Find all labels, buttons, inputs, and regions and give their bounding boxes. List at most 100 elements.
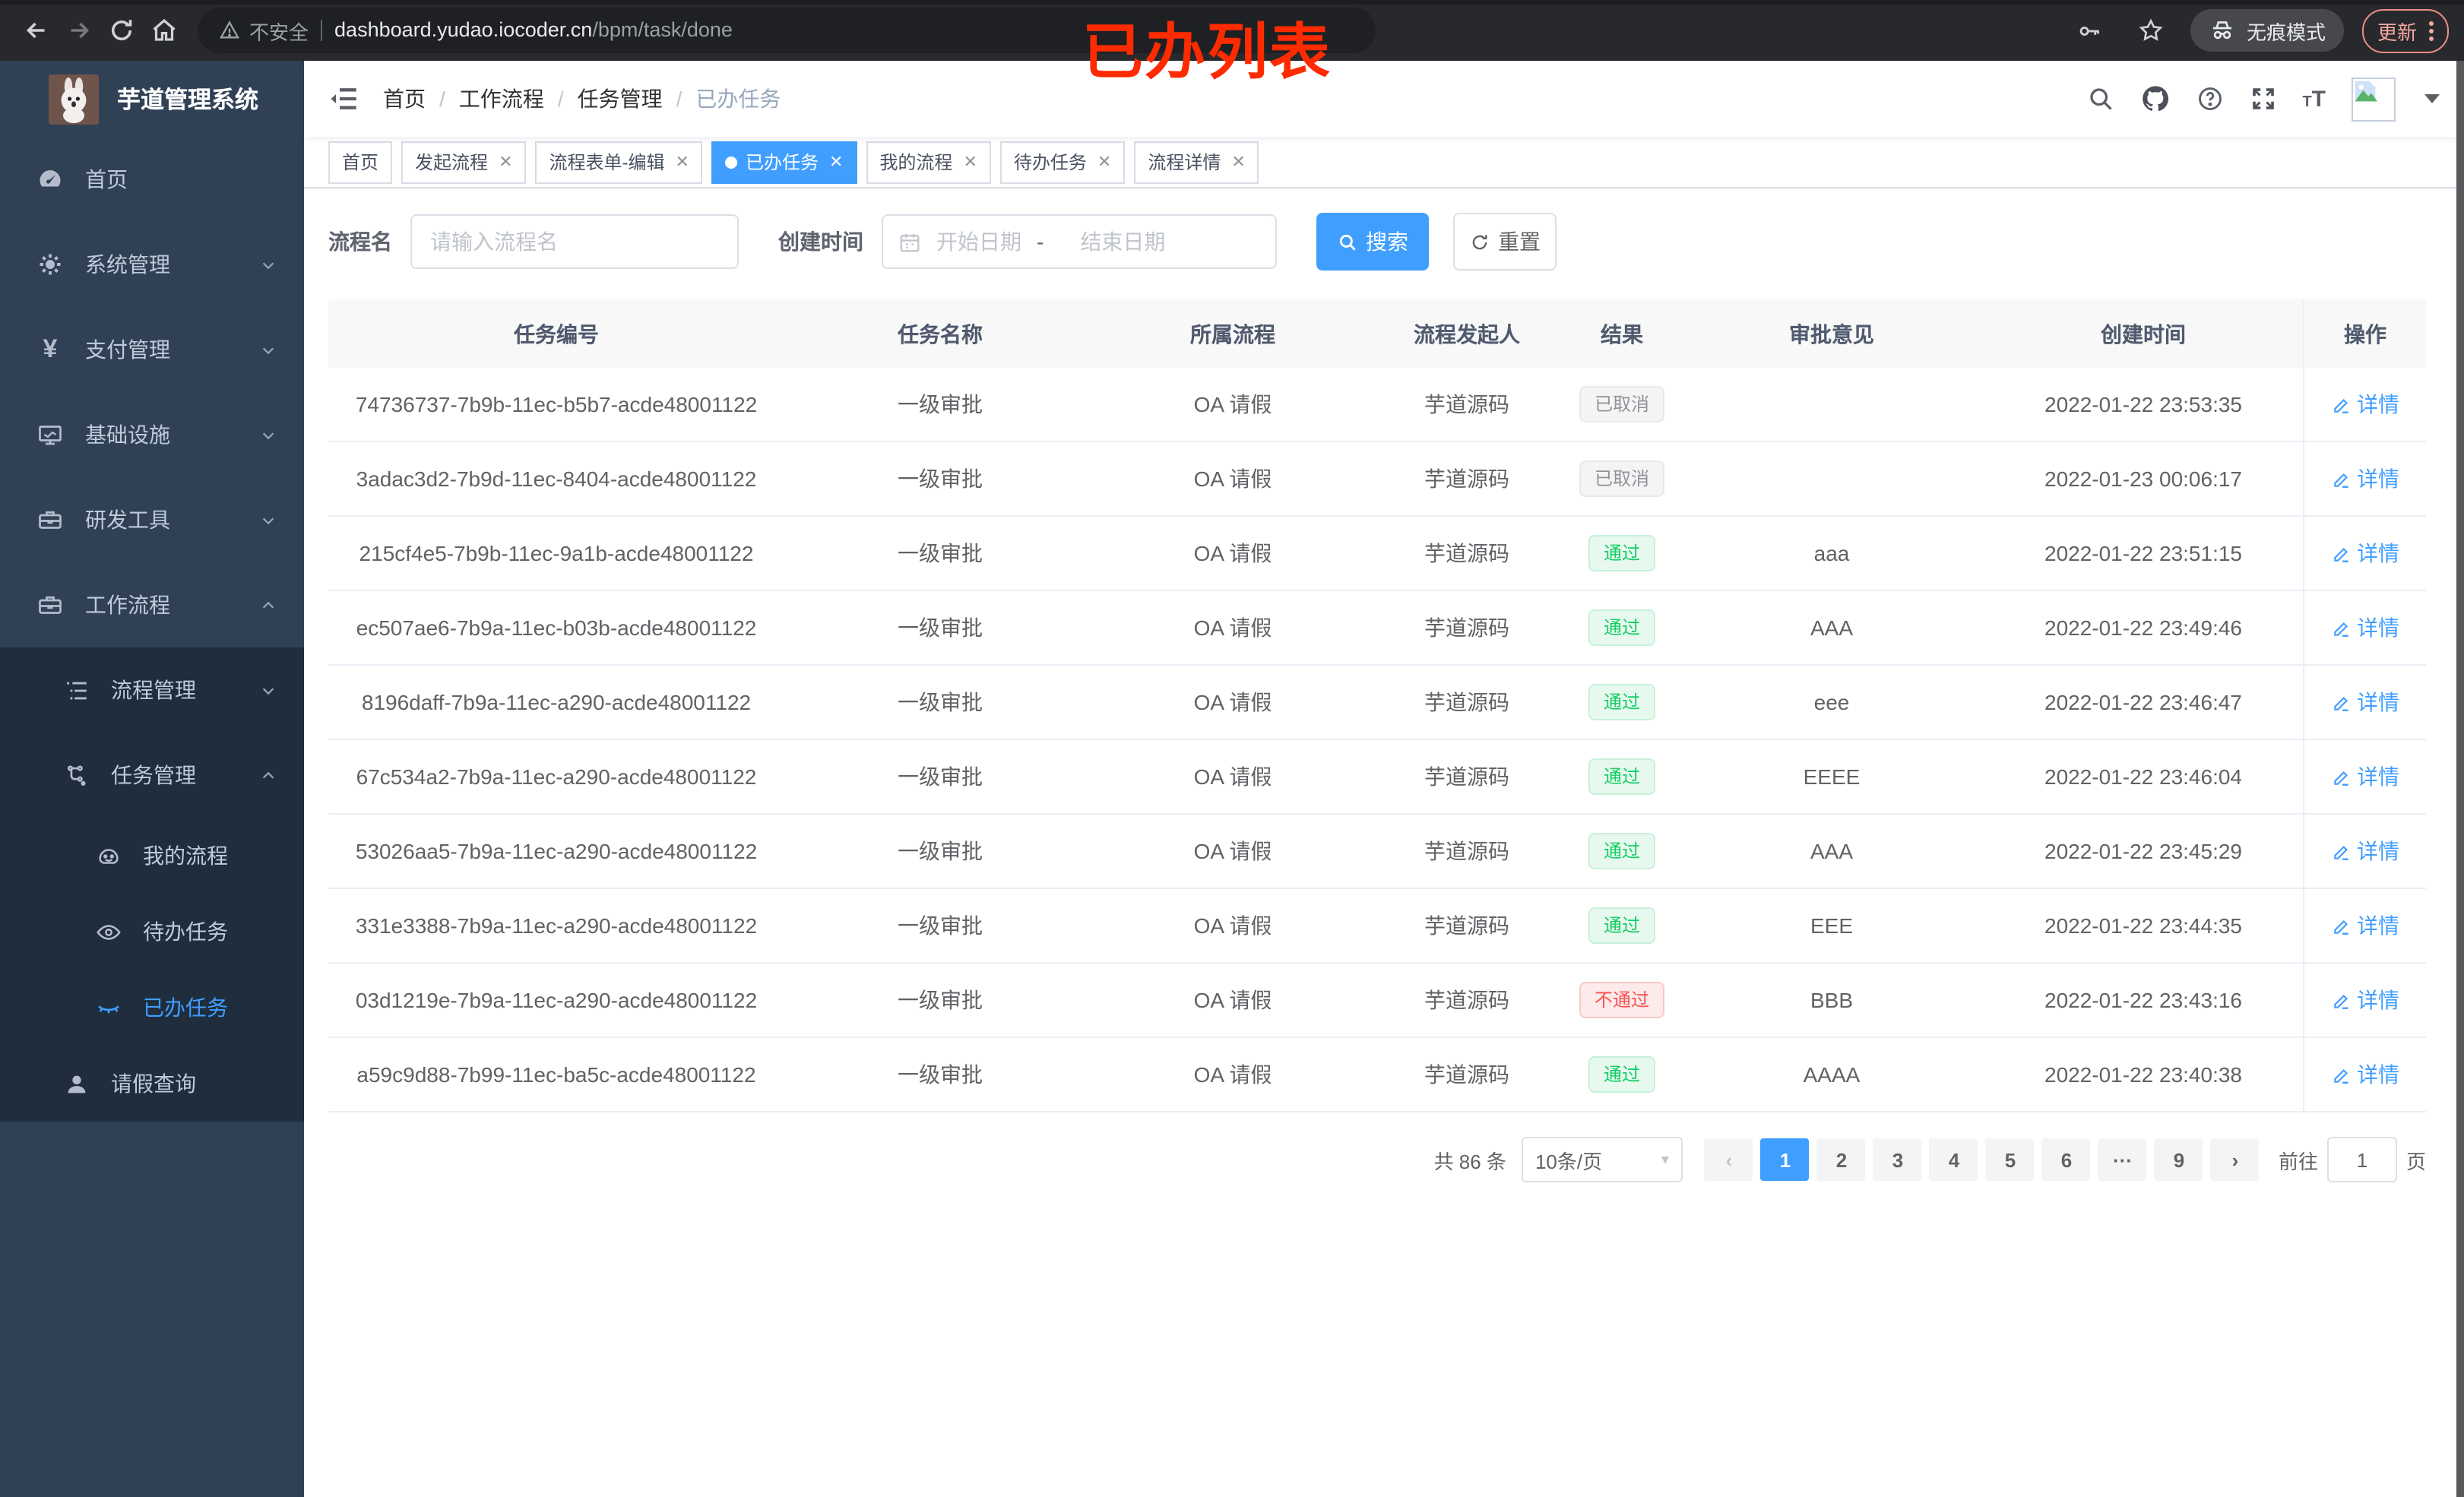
tag-process-detail[interactable]: 流程详情 ✕	[1134, 141, 1259, 183]
sidebar-item-devtools[interactable]: 研发工具	[0, 477, 304, 562]
start-date-placeholder[interactable]: 开始日期	[936, 229, 1021, 254]
tag-todo-tasks[interactable]: 待办任务 ✕	[999, 141, 1126, 183]
font-size-icon[interactable]: TT	[2302, 86, 2326, 112]
breadcrumb-workflow[interactable]: 工作流程	[458, 87, 544, 111]
detail-link[interactable]: 详情	[2331, 687, 2399, 717]
address-bar[interactable]: 不安全 dashboard.yudao.iocoder.cn/bpm/task/…	[198, 8, 1376, 53]
tag-done-tasks[interactable]: 已办任务 ✕	[711, 141, 857, 183]
chevron-down-icon	[260, 511, 277, 528]
page-button-3[interactable]: 3	[1873, 1138, 1922, 1181]
browser-forward-icon[interactable]	[58, 9, 100, 52]
cell-actions: 详情	[2303, 666, 2426, 739]
breadcrumb-home[interactable]: 首页	[383, 87, 426, 111]
table-row: 8196daff-7b9a-11ec-a290-acde48001122 一级审批…	[328, 666, 2426, 740]
next-page-button[interactable]: ›	[2210, 1138, 2260, 1181]
sidebar-item-done-tasks[interactable]: 已办任务	[0, 970, 304, 1046]
breadcrumb: 首页 / 工作流程 / 任务管理 / 已办任务	[383, 84, 781, 114]
close-icon[interactable]: ✕	[1097, 153, 1112, 172]
browser-menu-icon[interactable]	[2429, 21, 2434, 40]
cell-actions: 详情	[2303, 1038, 2426, 1111]
detail-link[interactable]: 详情	[2331, 538, 2399, 568]
browser-back-icon[interactable]	[15, 9, 58, 52]
cell-result: 通过	[1564, 609, 1680, 646]
workflow-submenu: 流程管理 任务管理 我的流程 待办任务	[0, 647, 304, 1122]
close-icon[interactable]: ✕	[963, 153, 977, 172]
close-icon[interactable]: ✕	[1231, 153, 1246, 172]
bookmark-star-icon[interactable]	[2130, 9, 2172, 52]
cell-comment: BBB	[1810, 988, 1853, 1012]
cell-task-name: 一级审批	[898, 392, 983, 416]
breadcrumb-task-mgmt[interactable]: 任务管理	[577, 87, 663, 111]
logo-rabbit-image	[49, 74, 99, 124]
cell-comment: eee	[1813, 690, 1850, 714]
detail-link[interactable]: 详情	[2331, 612, 2399, 643]
page-ellipsis-button[interactable]: ···	[2098, 1138, 2147, 1181]
chevron-up-icon	[260, 597, 277, 613]
close-icon[interactable]: ✕	[499, 153, 513, 172]
browser-update-button[interactable]: 更新	[2361, 8, 2449, 52]
avatar-caret-icon[interactable]	[2424, 94, 2440, 103]
tag-start-process[interactable]: 发起流程 ✕	[401, 141, 527, 183]
help-icon[interactable]	[2196, 85, 2223, 112]
breadcrumb-current: 已办任务	[695, 87, 781, 111]
cell-starter: 芋道源码	[1424, 1062, 1509, 1087]
detail-link[interactable]: 详情	[2331, 389, 2399, 419]
sidebar-item-infra[interactable]: 基础设施	[0, 392, 304, 477]
password-key-icon[interactable]	[2069, 9, 2111, 52]
cell-task-id: 331e3388-7b9a-11ec-a290-acde48001122	[355, 913, 758, 938]
cell-create-time: 2022-01-22 23:45:29	[2044, 839, 2242, 863]
sidebar-item-process-mgmt[interactable]: 流程管理	[0, 647, 304, 733]
detail-link[interactable]: 详情	[2331, 464, 2399, 494]
refresh-icon	[1471, 234, 1487, 249]
cell-comment: EEE	[1810, 913, 1853, 938]
close-icon[interactable]: ✕	[828, 153, 844, 172]
date-range-picker[interactable]: 开始日期 - 结束日期	[882, 214, 1277, 269]
avatar[interactable]	[2352, 77, 2396, 121]
detail-link[interactable]: 详情	[2331, 761, 2399, 792]
sidebar-item-workflow[interactable]: 工作流程	[0, 562, 304, 647]
chevron-down-icon: ▾	[1661, 1151, 1669, 1168]
sidebar-item-my-process[interactable]: 我的流程	[0, 818, 304, 894]
browser-home-icon[interactable]	[143, 9, 185, 52]
sidebar-item-payment[interactable]: ¥ 支付管理	[0, 307, 304, 392]
app-logo[interactable]: 芋道管理系统	[0, 61, 304, 137]
cell-actions: 详情	[2303, 815, 2426, 888]
page-button-2[interactable]: 2	[1816, 1138, 1866, 1181]
sidebar-toggle-icon[interactable]	[328, 84, 359, 114]
result-badge: 通过	[1588, 833, 1655, 869]
insecure-indicator[interactable]: 不安全	[219, 16, 309, 45]
close-icon[interactable]: ✕	[675, 153, 689, 172]
prev-page-button[interactable]: ‹	[1704, 1138, 1753, 1181]
col-task-name: 任务名称	[898, 321, 983, 346]
page-button-4[interactable]: 4	[1929, 1138, 1978, 1181]
reset-button[interactable]: 重置	[1453, 213, 1557, 271]
sidebar-item-home[interactable]: 首页	[0, 137, 304, 222]
github-icon[interactable]	[2139, 84, 2170, 114]
sidebar-item-leave-query[interactable]: 请假查询	[0, 1046, 304, 1122]
sidebar-item-todo-tasks[interactable]: 待办任务	[0, 894, 304, 970]
fullscreen-icon[interactable]	[2249, 85, 2276, 112]
detail-link[interactable]: 详情	[2331, 910, 2399, 941]
edit-pencil-icon	[2333, 695, 2348, 711]
end-date-placeholder[interactable]: 结束日期	[1080, 229, 1166, 254]
tag-form-edit[interactable]: 流程表单-编辑 ✕	[535, 141, 703, 183]
page-button-5[interactable]: 5	[1985, 1138, 2035, 1181]
tag-my-process[interactable]: 我的流程 ✕	[866, 141, 991, 183]
page-size-select[interactable]: 10条/页 ▾	[1521, 1137, 1683, 1182]
search-button[interactable]: 搜索	[1316, 213, 1429, 271]
sidebar-item-task-mgmt[interactable]: 任务管理	[0, 733, 304, 818]
search-icon[interactable]	[2086, 85, 2114, 112]
page-button-6[interactable]: 6	[2041, 1138, 2091, 1181]
result-badge: 通过	[1588, 907, 1655, 944]
sidebar-item-system[interactable]: 系统管理	[0, 222, 304, 307]
page-button-1[interactable]: 1	[1760, 1138, 1810, 1181]
detail-link[interactable]: 详情	[2331, 985, 2399, 1015]
detail-link[interactable]: 详情	[2331, 1059, 2399, 1090]
cell-result: 已取消	[1564, 460, 1680, 497]
process-name-input[interactable]	[410, 214, 739, 269]
tag-home[interactable]: 首页	[328, 141, 393, 183]
goto-page-input[interactable]	[2326, 1137, 2397, 1182]
page-button-9[interactable]: 9	[2154, 1138, 2203, 1181]
browser-reload-icon[interactable]	[100, 9, 143, 52]
detail-link[interactable]: 详情	[2331, 836, 2399, 866]
